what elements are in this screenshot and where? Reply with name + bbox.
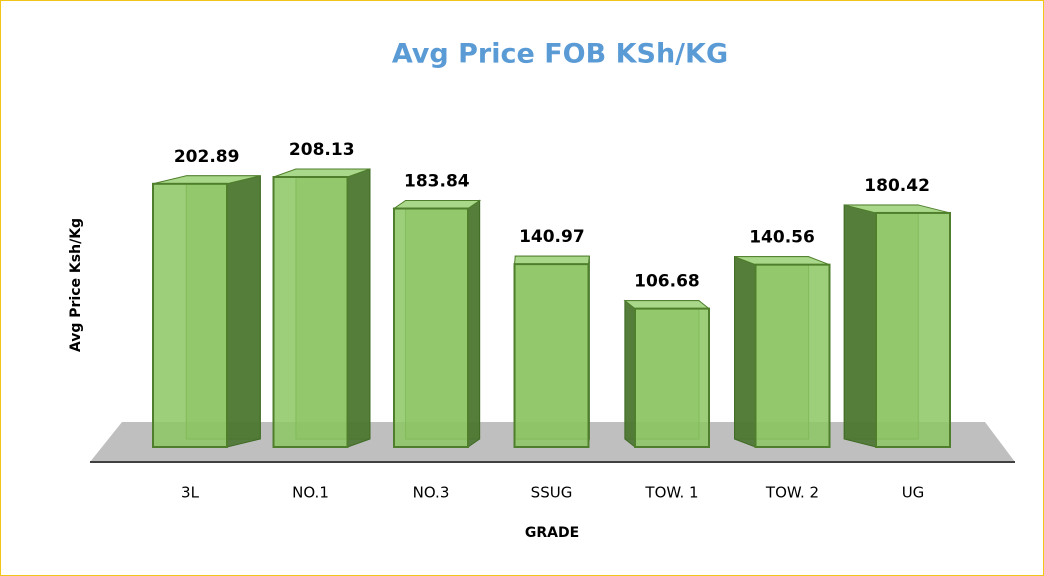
bar [152,182,228,448]
bar-side [467,199,481,448]
bar-side [843,204,877,448]
value-label: 140.97 [519,227,585,247]
bar [875,211,951,448]
x-axis-label: GRADE [525,525,579,541]
value-label: 208.13 [289,140,355,160]
value-label: 180.42 [864,176,930,196]
bar [634,307,710,448]
value-label: 183.84 [404,172,470,192]
x-tick-label: NO.3 [413,484,450,502]
bar [513,263,590,448]
bar-top [513,255,590,265]
x-tick-label: SSUG [531,484,573,502]
x-tick-label: 3L [181,484,200,502]
value-label: 106.68 [634,272,700,292]
bar [754,263,831,449]
x-tick-label: TOW. 2 [765,484,819,502]
bar-top [392,200,482,210]
x-tick-label: TOW. 1 [644,484,698,502]
y-axis-label: Avg Price Ksh/Kg [68,218,84,352]
x-tick-label: UG [902,484,925,502]
chart-title: Avg Price FOB KSh/KG [392,39,728,70]
value-label: 140.56 [749,228,815,248]
value-label: 202.89 [174,147,240,167]
bar [272,176,349,448]
bar-top [623,300,711,310]
bar [393,207,469,448]
bar-side [624,299,636,449]
bar-side [347,168,371,448]
bar-side [734,255,756,448]
x-tick-label: NO.1 [292,484,329,502]
bar-side [226,175,261,448]
